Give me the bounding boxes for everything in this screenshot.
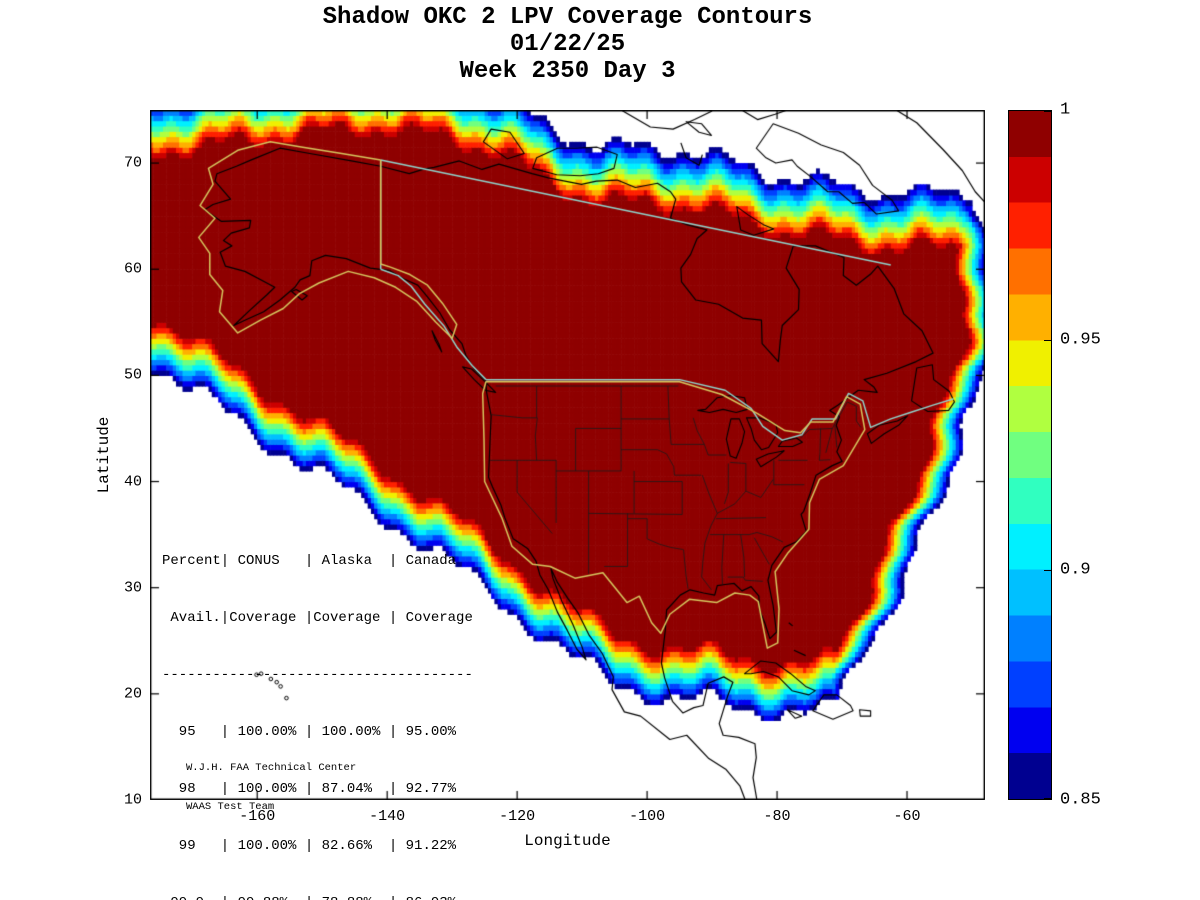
coverage-table: Percent| CONUS | Alaska | Canada Avail.|… — [162, 514, 473, 900]
coverage-table-line: Avail.|Coverage |Coverage | Coverage — [162, 610, 473, 626]
coverage-table-line: 99.9 | 99.88% | 78.88% | 86.93% — [162, 894, 473, 900]
y-tick-label: 30 — [123, 579, 142, 597]
colorbar-tick — [1044, 798, 1051, 799]
x-tick-label: -100 — [629, 808, 666, 825]
attribution-line-1: W.J.H. FAA Technical Center — [186, 762, 357, 774]
colorbar-tick-label: 0.95 — [1060, 330, 1101, 350]
plot-area: Percent| CONUS | Alaska | Canada Avail.|… — [150, 110, 985, 900]
x-tick-label: -140 — [369, 808, 406, 825]
attribution-line-2: WAAS Test Team — [186, 801, 275, 813]
colorbar — [1008, 110, 1052, 800]
coverage-table-line: ------------------------------------- — [162, 667, 473, 683]
y-tick-label: 60 — [123, 260, 142, 278]
colorbar-gradient — [1009, 111, 1051, 799]
chart-week-day: Week 2350 Day 3 — [459, 58, 676, 85]
y-tick-label: 20 — [123, 685, 142, 703]
coverage-table-line: 95 | 100.00% | 100.00% | 95.00% — [162, 724, 457, 740]
y-axis-label: Latitude — [95, 416, 113, 494]
colorbar-tick — [1044, 340, 1051, 341]
map-canvas — [150, 110, 985, 800]
colorbar-tick-label: 1 — [1060, 100, 1071, 120]
x-tick-label: -160 — [239, 808, 276, 825]
x-tick-label: -80 — [763, 808, 791, 825]
y-tick-label: 40 — [123, 473, 142, 491]
title-block: Shadow OKC 2 LPV Coverage Contours 01/22… — [150, 4, 985, 85]
x-tick-label: -60 — [893, 808, 921, 825]
coverage-table-line: 99 | 100.00% | 82.66% | 91.22% — [162, 838, 457, 854]
x-tick-label: -120 — [499, 808, 536, 825]
y-tick-label: 10 — [123, 791, 142, 809]
attribution: W.J.H. FAA Technical Center WAAS Test Te… — [186, 736, 356, 840]
y-tick-label: 70 — [123, 154, 142, 172]
x-axis-label: Longitude — [524, 832, 611, 850]
colorbar-tick-label: 0.85 — [1060, 790, 1101, 810]
colorbar-tick — [1044, 570, 1051, 571]
chart-title: Shadow OKC 2 LPV Coverage Contours — [322, 4, 813, 31]
y-tick-label: 50 — [123, 366, 142, 384]
coverage-table-line: 98 | 100.00% | 87.04% | 92.77% — [162, 781, 457, 797]
colorbar-tick-label: 0.9 — [1060, 560, 1091, 580]
coverage-table-line: Percent| CONUS | Alaska | Canada — [162, 553, 457, 569]
colorbar-tick — [1044, 111, 1051, 112]
chart-date: 01/22/25 — [509, 31, 626, 58]
